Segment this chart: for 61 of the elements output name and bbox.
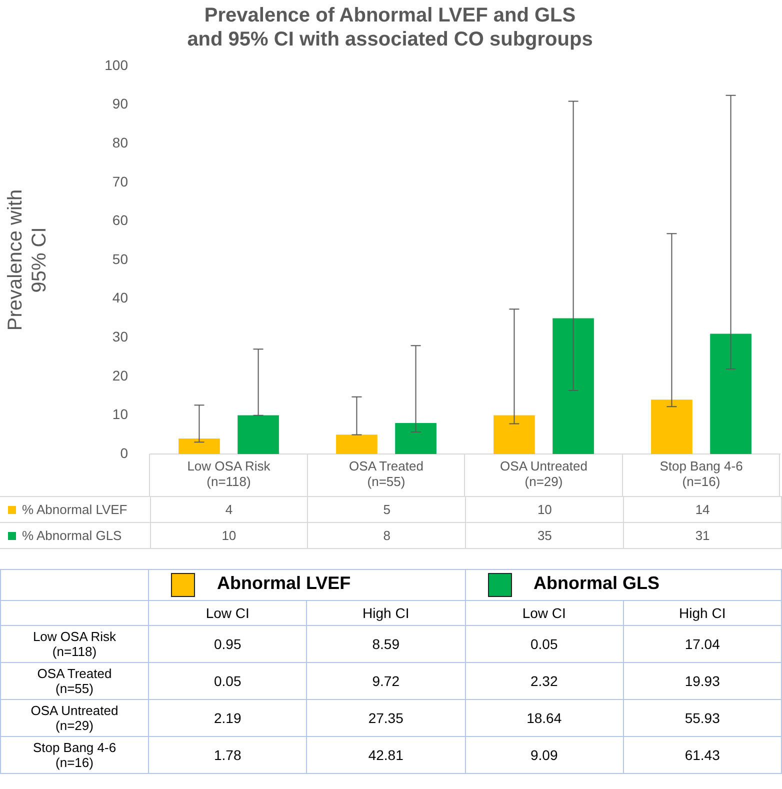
data-label: 17.04: [623, 626, 782, 662]
bar: [395, 422, 436, 454]
bar: [178, 438, 220, 454]
x-tick-label: OSA Untreated (n=29): [500, 458, 588, 489]
x-tick-label: Stop Bang 4-6 (n=16): [660, 458, 743, 489]
legend-label: % Abnormal LVEF: [0, 496, 150, 522]
x-tick-label: OSA Treated (n=55): [349, 458, 424, 489]
text: Low CI: [148, 600, 307, 626]
data-label: 18.64: [465, 700, 624, 736]
category-label: OSA Treated (n=55): [36, 666, 113, 696]
bar: [238, 415, 279, 454]
data-label: 2.19: [148, 700, 307, 736]
bar: [552, 318, 594, 454]
x-tick-label: Low OSA Risk (n=118): [187, 458, 271, 489]
data-label: 10: [466, 496, 624, 522]
data-label: 5: [308, 496, 466, 522]
y-tick-label: 100: [104, 56, 128, 73]
bar: [710, 334, 752, 454]
y-tick-label: 10: [112, 406, 128, 422]
data-label: 0.95: [148, 626, 307, 662]
data-label: 9.72: [306, 662, 465, 700]
chart-title: Prevalence of Abnormal LVEF and GLS and 95% CI with associated CO subgroups: [187, 4, 593, 51]
text: High CI: [306, 600, 465, 626]
data-label: 2.32: [465, 662, 624, 700]
y-tick-label: 20: [112, 367, 128, 384]
data-label: 42.81: [306, 736, 465, 774]
data-label: 55.93: [623, 700, 782, 736]
y-tick-label: 80: [112, 134, 128, 150]
category-label: Low OSA Risk (n=118): [32, 629, 118, 659]
data-label: 1.78: [148, 736, 307, 774]
data-label: 9.09: [465, 736, 624, 774]
bar: [651, 400, 692, 454]
category-label: OSA Untreated (n=29): [30, 703, 120, 733]
text: Abnormal LVEF: [148, 570, 465, 600]
data-label: 8: [308, 522, 466, 548]
y-axis-title: Prevalence with 95% CI: [4, 189, 51, 331]
data-label: 19.93: [623, 662, 782, 700]
data-label: 4: [150, 496, 308, 522]
bar: [336, 434, 378, 454]
data-label: 14: [624, 496, 782, 522]
y-tick-label: 90: [112, 96, 128, 112]
text: Low CI: [465, 600, 624, 626]
data-label: 0.05: [465, 626, 624, 662]
y-tick-label: 40: [112, 290, 128, 306]
data-label: 0.05: [148, 662, 307, 700]
data-label: 8.59: [306, 626, 465, 662]
bar: [494, 415, 535, 454]
data-label: 61.43: [623, 736, 782, 774]
category-label: Stop Bang 4-6 (n=16): [32, 740, 118, 770]
data-label: 27.35: [306, 700, 465, 736]
y-tick-label: 50: [112, 250, 128, 267]
legend-label: % Abnormal GLS: [0, 522, 150, 548]
y-tick-label: 30: [112, 328, 128, 344]
data-label: 31: [624, 522, 782, 548]
text: High CI: [623, 600, 782, 626]
y-tick-label: 0: [120, 444, 128, 461]
data-label: 10: [150, 522, 308, 548]
y-tick-label: 70: [112, 173, 128, 190]
data-label: 35: [466, 522, 624, 548]
text: Abnormal GLS: [465, 570, 782, 600]
y-tick-label: 60: [112, 212, 128, 228]
